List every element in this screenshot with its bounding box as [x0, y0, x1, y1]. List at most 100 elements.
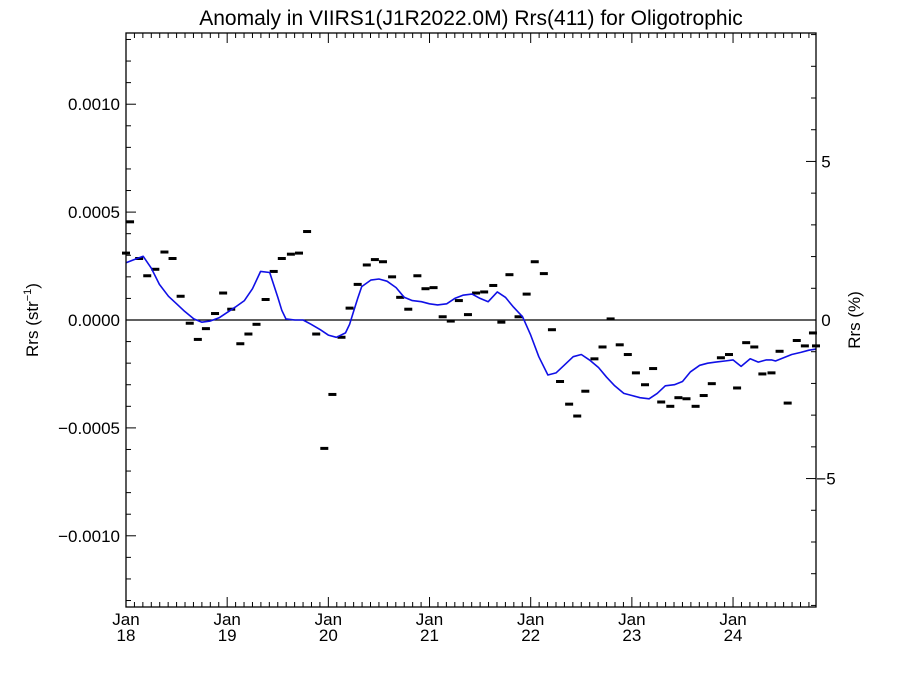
anomaly-marker	[413, 274, 422, 278]
y-right-tick-label: 0	[821, 311, 830, 330]
anomaly-marker	[606, 317, 615, 321]
anomaly-marker	[211, 312, 220, 316]
anomaly-marker	[497, 320, 506, 324]
x-tick-label-month: Jan	[517, 610, 544, 629]
anomaly-marker	[556, 380, 565, 383]
anomaly-marker	[126, 220, 135, 224]
anomaly-marker	[277, 257, 286, 260]
chart-title: Anomaly in VIIRS1(J1R2022.0M) Rrs(411) f…	[199, 7, 743, 30]
anomaly-marker	[438, 315, 447, 319]
anomaly-marker	[244, 332, 253, 336]
anomaly-marker	[404, 307, 413, 311]
anomaly-marker	[750, 345, 759, 349]
anomaly-marker	[758, 372, 767, 376]
anomaly-marker	[767, 371, 776, 375]
x-tick-label-year: 23	[622, 626, 641, 645]
anomaly-marker	[320, 446, 329, 450]
y-left-tick-label: −0.0005	[58, 419, 120, 438]
anomaly-marker	[269, 269, 278, 273]
y-right-tick-label: −5	[816, 470, 835, 489]
anomaly-marker	[261, 298, 270, 301]
anomaly-marker	[742, 341, 751, 345]
anomaly-marker	[388, 275, 397, 279]
y-left-tick-label: 0.0000	[68, 311, 120, 330]
anomaly-marker	[657, 400, 666, 404]
anomaly-marker	[472, 291, 481, 295]
anomaly-marker	[691, 404, 700, 408]
anomaly-marker	[378, 260, 387, 264]
anomaly-marker	[219, 291, 228, 295]
anomaly-marker	[800, 344, 809, 348]
anomaly-marker	[345, 306, 354, 310]
anomaly-marker	[530, 260, 539, 264]
anomaly-marker	[573, 414, 582, 418]
anomaly-marker	[312, 332, 321, 336]
anomaly-marker	[143, 274, 152, 278]
anomaly-marker	[775, 349, 784, 353]
x-tick-label-year: 19	[218, 626, 237, 645]
anomaly-marker	[682, 397, 691, 401]
anomaly-marker	[674, 396, 683, 400]
y-left-tick-label: 0.0010	[68, 95, 120, 114]
anomaly-marker	[547, 328, 556, 332]
y-axis-right-label: Rrs (%)	[845, 291, 864, 349]
anomaly-marker	[295, 251, 304, 255]
x-tick-label-year: 22	[521, 626, 540, 645]
anomaly-marker	[454, 299, 463, 303]
anomaly-marker	[286, 252, 295, 256]
anomaly-marker	[581, 389, 590, 393]
smoothed-anomaly-polyline	[125, 255, 817, 400]
anomaly-marker	[168, 257, 177, 260]
anomaly-marker	[505, 273, 514, 277]
x-tick-label-month: Jan	[416, 610, 443, 629]
anomaly-marker	[724, 353, 733, 357]
anomaly-marker	[598, 345, 607, 349]
x-tick-label-month: Jan	[112, 610, 139, 629]
anomaly-marker	[193, 337, 202, 341]
anomaly-marker	[480, 290, 489, 294]
anomaly-marker	[429, 286, 438, 290]
y-left-tick-label: 0.0005	[68, 203, 120, 222]
anomaly-marker	[623, 353, 632, 357]
y-axis-right-ticks: 5 0 −5	[806, 34, 836, 606]
y-axis-left-label: Rrs (str−1)	[22, 283, 42, 357]
anomaly-marker	[733, 386, 742, 390]
x-tick-label-month: Jan	[213, 610, 240, 629]
x-tick-label-year: 21	[420, 626, 439, 645]
anomaly-marker	[666, 404, 675, 408]
anomaly-marker	[699, 394, 708, 398]
anomaly-marker	[362, 263, 371, 267]
x-tick-label-year: 24	[724, 626, 743, 645]
anomaly-marker	[370, 258, 379, 262]
anomaly-marker	[649, 367, 658, 371]
anomaly-marker	[337, 335, 346, 339]
anomaly-marker	[252, 322, 261, 326]
smoothed-anomaly-line	[125, 255, 817, 400]
anomaly-marker	[160, 250, 169, 254]
anomaly-marker	[792, 339, 801, 342]
anomaly-marker	[446, 319, 455, 323]
anomaly-marker	[615, 343, 624, 347]
anomaly-marker	[151, 267, 160, 271]
x-tick-label-month: Jan	[618, 610, 645, 629]
monthly-anomaly-markers	[122, 220, 820, 450]
anomaly-marker	[783, 401, 792, 405]
anomaly-marker	[353, 282, 362, 286]
x-tick-label-year: 20	[319, 626, 338, 645]
anomaly-marker	[176, 294, 185, 298]
anomaly-marker	[539, 272, 548, 276]
anomaly-marker	[631, 371, 640, 375]
anomaly-marker	[565, 402, 574, 406]
anomaly-marker	[641, 383, 650, 387]
anomaly-marker	[328, 392, 337, 396]
anomaly-marker	[808, 331, 817, 335]
anomaly-marker	[463, 313, 472, 317]
x-tick-label-month: Jan	[315, 610, 342, 629]
anomaly-marker	[201, 327, 210, 331]
anomaly-marker	[303, 230, 312, 234]
y-right-tick-label: 5	[821, 152, 830, 171]
anomaly-marker	[522, 292, 531, 296]
anomaly-marker	[707, 382, 716, 386]
